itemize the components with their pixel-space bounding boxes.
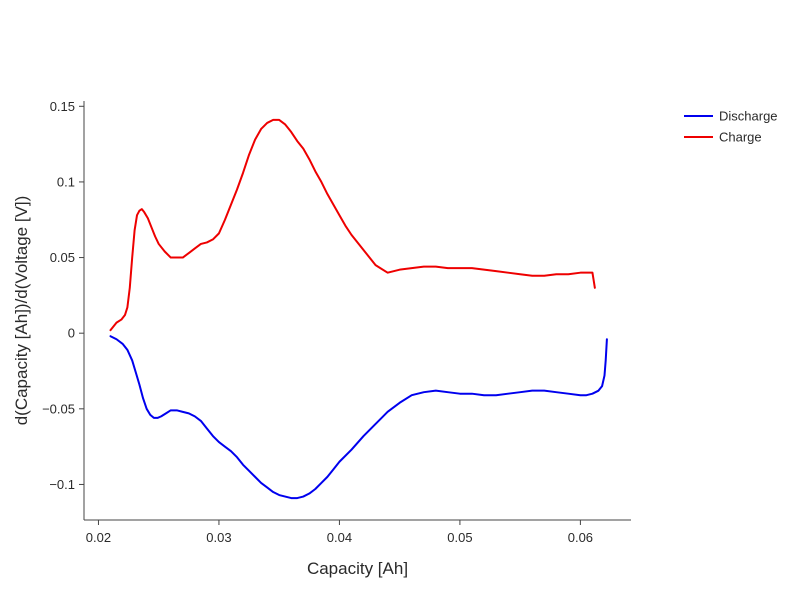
y-tick-label: 0.15 [50,99,75,114]
y-axis-ticks: −0.1 −0.05 0 0.05 0.1 0.15 [42,99,84,492]
y-tick-label: 0.05 [50,250,75,265]
series-lines [109,118,608,500]
x-axis-title: Capacity [Ah] [307,559,408,578]
legend-label: Charge [719,130,762,145]
y-tick-label: −0.1 [49,477,75,492]
y-tick-label: 0.1 [57,174,75,189]
y-axis-title: d(Capacity [Ah])/d(Voltage [V]) [12,196,31,426]
x-axis-ticks: 0.02 0.03 0.04 0.05 0.06 [86,520,593,545]
legend-item-discharge[interactable]: Discharge [684,109,778,124]
axes: 0.02 0.03 0.04 0.05 0.06 −0.1 −0.05 0 0.05 0.1 0.… [42,99,631,545]
x-tick-label: 0.05 [447,530,472,545]
legend-label: Discharge [719,109,778,124]
series-line-charge [109,118,596,332]
x-tick-label: 0.04 [327,530,352,545]
x-tick-label: 0.03 [206,530,231,545]
legend-item-charge[interactable]: Charge [684,130,762,145]
series-line-discharge [109,335,608,500]
legend: Discharge Charge [684,109,778,145]
y-tick-label: −0.05 [42,401,75,416]
y-tick-label: 0 [68,326,75,341]
x-tick-label: 0.02 [86,530,111,545]
x-tick-label: 0.06 [568,530,593,545]
